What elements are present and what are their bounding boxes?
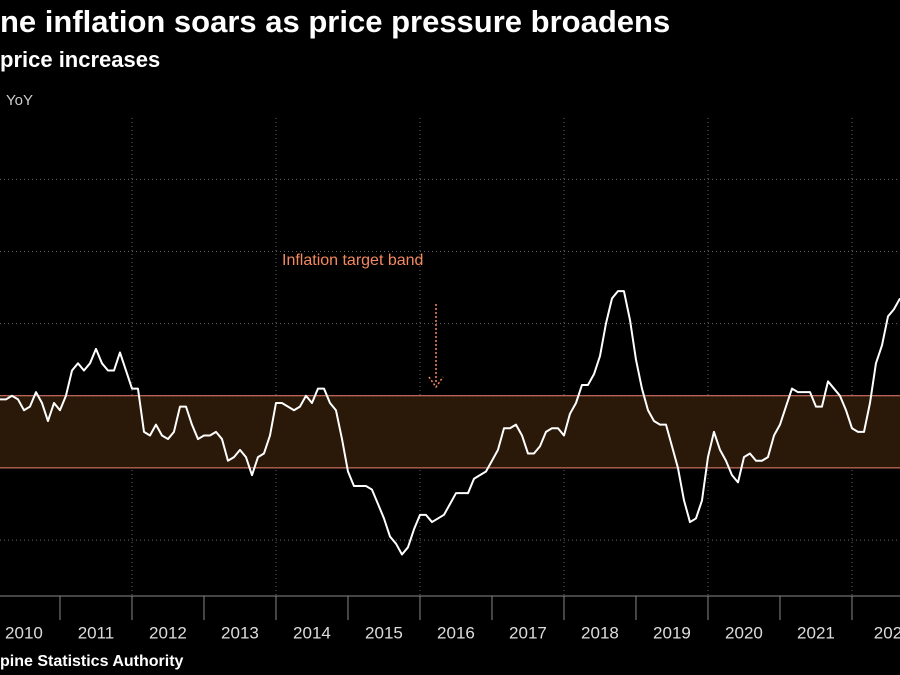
x-tick-label: 2010 [5,623,43,642]
x-tick-label: 2012 [149,623,187,642]
x-tick-label: 2014 [293,623,331,642]
plot-area: 2010 2011 2012 2013 2014 2015 2016 2017 2018 2019… [0,118,900,642]
annotation: Inflation target band [282,252,423,269]
x-tick-label: 202 [874,623,900,642]
x-tick-label: 2019 [653,623,691,642]
x-tick-label: 2020 [725,623,763,642]
x-tick-label: 2017 [509,623,547,642]
x-tick-label: 2016 [437,623,475,642]
target-band [0,395,900,468]
source: pine Statistics Authority [0,653,184,670]
y-axis-label: YoY [6,92,33,109]
series-line [0,290,900,556]
x-tick-label: 2015 [365,623,403,642]
x-tick-label: 2011 [78,623,115,642]
x-tick-label: 2018 [581,623,619,642]
chart-title: ne inflation soars as price pressure bro… [0,4,670,39]
chart-subtitle: price increases [0,47,160,72]
x-tick-label: 2021 [797,623,835,642]
x-tick-label: 2013 [221,623,259,642]
annotation-arrow-head [428,376,444,389]
